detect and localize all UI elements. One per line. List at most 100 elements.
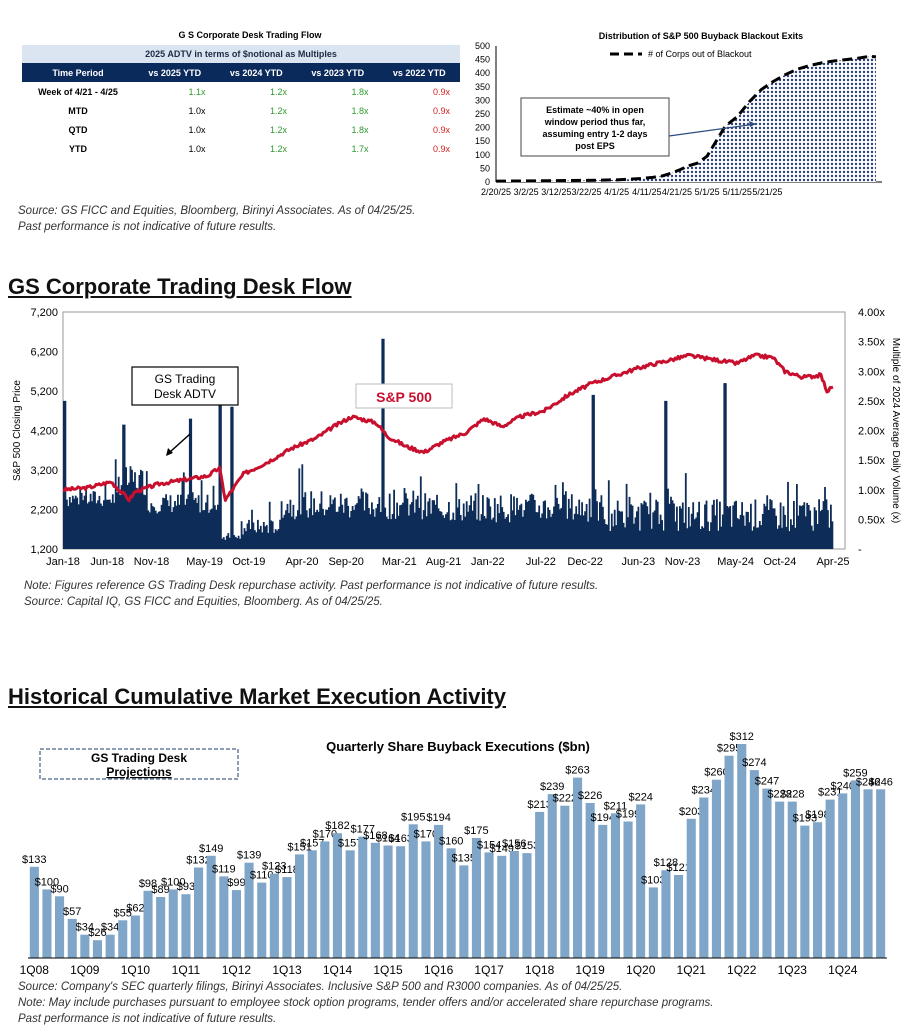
bar-value-label: $194 — [591, 812, 615, 824]
bar-value-label: $260 — [704, 767, 728, 779]
y-left-tick-label: 3,200 — [30, 465, 58, 477]
buyback-bar — [623, 821, 633, 958]
buyback-bar — [358, 836, 368, 958]
buyback-bar — [332, 833, 342, 958]
sp500-line — [62, 352, 834, 503]
buyback-bar — [711, 779, 721, 958]
buyback-bar — [244, 862, 254, 958]
buyback-bar — [92, 940, 102, 958]
y-tick-label: 350 — [475, 82, 490, 92]
bar-value-label: $175 — [464, 825, 488, 837]
bar-value-label: $99 — [227, 877, 245, 889]
column-header: vs 2024 YTD — [215, 63, 297, 82]
x-tick-label: Nov-23 — [665, 556, 700, 568]
y-tick-label: 200 — [475, 123, 490, 133]
bar-value-label: $274 — [742, 757, 766, 769]
value-cell: 0.9x — [432, 86, 450, 97]
y-tick-label: 100 — [475, 150, 490, 160]
buyback-bar — [181, 894, 191, 958]
bar-value-label: $226 — [578, 790, 602, 802]
buyback-bar — [749, 770, 759, 958]
y-right-tick-label: 2.50x — [858, 396, 885, 408]
buyback-bar — [610, 813, 620, 958]
table-row: Week of 4/21 - 4/25 1.1x 1.2x 1.8x 0.9x — [22, 82, 460, 101]
bar-value-label: $135 — [452, 852, 476, 864]
x-tick-label: Sep-20 — [328, 556, 363, 568]
value-cell: 1.8x — [351, 124, 369, 135]
x-tick-label: 1Q18 — [525, 963, 555, 977]
y-right-tick-label: 0.50x — [858, 514, 885, 526]
buyback-bar — [560, 805, 570, 958]
buyback-bar — [80, 934, 90, 958]
bar-value-label: $211 — [604, 800, 628, 812]
buyback-bar — [484, 852, 494, 958]
buyback-bar — [573, 777, 583, 958]
bar-value-label: $57 — [63, 906, 81, 918]
bar-value-label: $119 — [212, 863, 236, 875]
table-title: G S Corporate Desk Trading Flow — [178, 30, 322, 40]
bar-value-label: $34 — [101, 922, 119, 934]
bar-value-label: $170 — [414, 828, 438, 840]
value-cell: 1.0x — [188, 124, 206, 135]
value-cell: 0.9x — [432, 143, 450, 154]
x-tick-label: 1Q23 — [778, 963, 808, 977]
bar-value-label: $100 — [35, 876, 59, 888]
buyback-bar — [269, 873, 279, 958]
buyback-bar — [876, 789, 886, 958]
y-right-tick-label: 4.00x — [858, 307, 885, 319]
bar-value-label: $222 — [553, 793, 577, 805]
value-cell: 1.0x — [188, 143, 206, 154]
buyback-bar — [370, 842, 380, 958]
buyback-bar — [509, 851, 519, 958]
buyback-bar — [535, 811, 545, 958]
x-tick-label: 1Q16 — [424, 963, 454, 977]
value-cell: 1.7x — [351, 143, 369, 154]
x-tick-label: May-24 — [717, 556, 754, 568]
x-tick-label: 1Q20 — [626, 963, 656, 977]
x-tick-label: Jun-23 — [621, 556, 655, 568]
trading-flow-table: 2025 ADTV in terms of $notional as Multi… — [22, 45, 460, 158]
x-tick-label: 1Q09 — [70, 963, 100, 977]
y-tick-label: 250 — [475, 109, 490, 119]
bar-value-label: $163 — [388, 833, 412, 845]
x-tick-label: Apr-20 — [285, 556, 318, 568]
value-cell: 0.9x — [432, 105, 450, 116]
y-right-tick-label: 3.00x — [858, 366, 885, 378]
chart-title: Quarterly Share Buyback Executions ($bn) — [326, 739, 590, 754]
legend-label: # of Corps out of Blackout — [648, 49, 752, 59]
bar-value-label: $153 — [515, 840, 539, 852]
buyback-bar — [156, 897, 166, 958]
y-left-tick-label: 4,200 — [30, 426, 58, 438]
x-tick-label: 1Q13 — [272, 963, 302, 977]
bar-value-label: $149 — [489, 843, 513, 855]
bar-value-label: $34 — [76, 922, 94, 934]
buyback-bar — [118, 920, 128, 958]
buyback-bar — [345, 850, 355, 958]
bar-value-label: $228 — [767, 789, 791, 801]
x-tick-label: 1Q10 — [121, 963, 151, 977]
buyback-bar — [686, 818, 696, 958]
y-right-tick-label: 1.50x — [858, 455, 885, 467]
projections-box — [39, 748, 239, 780]
buyback-bar — [724, 755, 734, 958]
desk-flow-chart: 1,200 2,200 3,200 4,200 5,200 6,200 7,200 - 0.50… — [12, 307, 901, 568]
period-cell: QTD — [68, 124, 88, 135]
value-cell: 1.1x — [188, 86, 206, 97]
buyback-bar — [636, 804, 646, 958]
x-tick-label: 3/12/25 — [541, 187, 571, 197]
buyback-bar — [775, 801, 785, 958]
x-tick-label: Jul-22 — [526, 556, 556, 568]
bar-value-label: $98 — [139, 878, 157, 890]
buyback-bar — [863, 789, 873, 958]
table-row: QTD 1.0x 1.2x 1.8x 0.9x — [22, 120, 460, 139]
bar-value-label: $193 — [793, 813, 817, 825]
y-tick-label: 500 — [475, 41, 490, 51]
bar-value-label: $182 — [325, 820, 349, 832]
bar-value-label: $128 — [654, 857, 678, 869]
bar-value-label: $103 — [641, 874, 665, 886]
buyback-bar — [471, 838, 481, 958]
bar-value-label: $213 — [527, 799, 551, 811]
x-tick-label: Jun-18 — [90, 556, 124, 568]
buyback-bar — [231, 890, 241, 958]
column-header: Time Period — [22, 63, 134, 82]
